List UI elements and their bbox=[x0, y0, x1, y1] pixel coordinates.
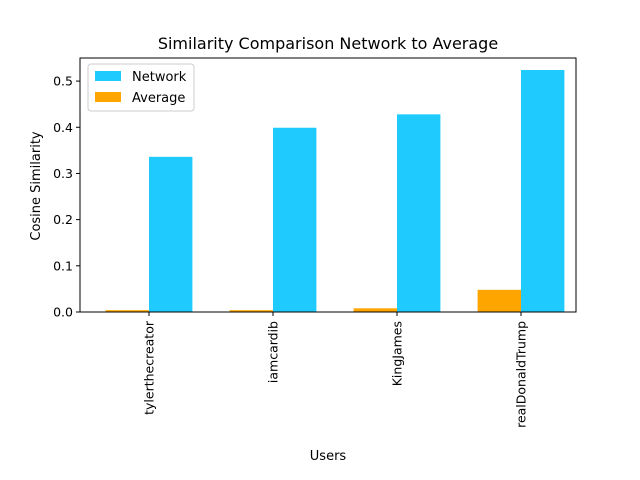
chart-title: Similarity Comparison Network to Average bbox=[158, 34, 498, 53]
legend: Network Average bbox=[87, 63, 195, 112]
y-tick-label: 0.5 bbox=[53, 74, 73, 89]
axes-frame bbox=[79, 57, 577, 313]
x-tick-label: iamcardib bbox=[266, 321, 281, 383]
bar-network-iamcardib bbox=[273, 127, 317, 312]
x-tick-label: tylerthecreator bbox=[142, 320, 157, 415]
legend-label-average: Average bbox=[132, 91, 185, 106]
bar-average-KingJames bbox=[353, 308, 397, 312]
y-tick-label: 0.0 bbox=[53, 305, 73, 320]
x-axis-label: Users bbox=[310, 449, 347, 464]
y-axis-label: Cosine Similarity bbox=[29, 131, 44, 241]
bar-average-tylerthecreator bbox=[105, 310, 149, 312]
y-tick-label: 0.4 bbox=[53, 120, 73, 135]
bar-average-realDonaldTrump bbox=[477, 289, 521, 312]
bar-network-realDonaldTrump bbox=[521, 70, 565, 313]
y-tick-label: 0.3 bbox=[53, 166, 73, 181]
legend-swatch-average bbox=[95, 92, 121, 102]
x-tick-label: KingJames bbox=[390, 321, 405, 386]
bar-network-tylerthecreator bbox=[149, 156, 193, 312]
bar-network-KingJames bbox=[397, 114, 441, 312]
legend-label-network: Network bbox=[132, 70, 187, 85]
legend-swatch-network bbox=[95, 71, 121, 81]
y-tick-label: 0.1 bbox=[53, 258, 73, 273]
plot-area: 0.0 0.1 0.2 0.3 0.4 0.5 tylerthecreator iamcard… bbox=[53, 57, 577, 428]
y-tick-label: 0.2 bbox=[53, 212, 73, 227]
bar-average-iamcardib bbox=[229, 310, 273, 312]
x-tick-label: realDonaldTrump bbox=[514, 321, 529, 428]
